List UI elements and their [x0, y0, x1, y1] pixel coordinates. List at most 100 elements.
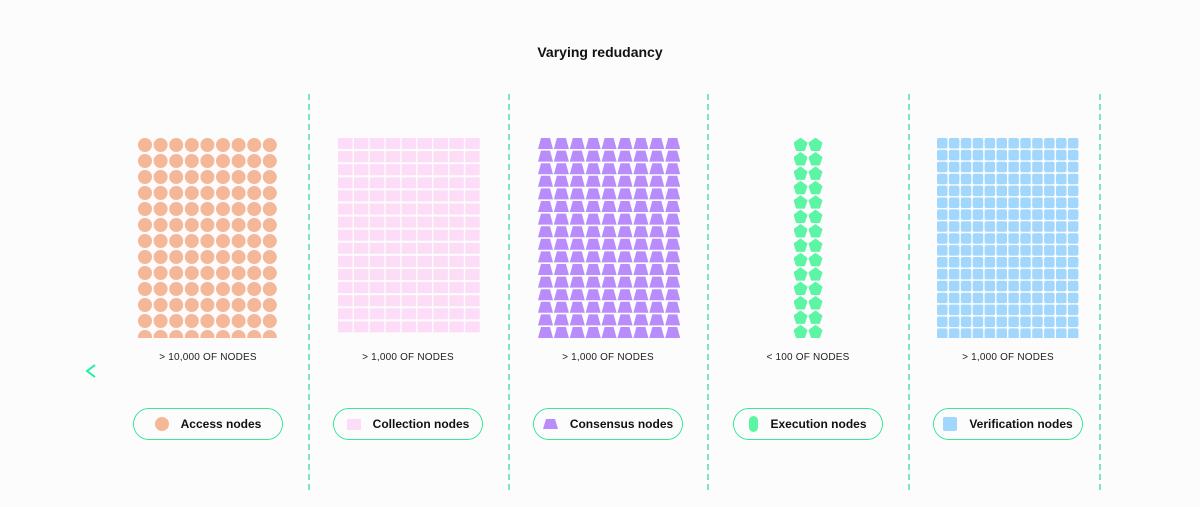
legend-verification-nodes[interactable]: Verification nodes [933, 408, 1083, 440]
node-mark [665, 175, 681, 187]
node-mark [585, 327, 601, 338]
legend-execution-nodes[interactable]: Execution nodes [733, 408, 883, 440]
node-mark [1020, 197, 1031, 208]
node-mark [1008, 316, 1019, 327]
node-mark [417, 203, 432, 215]
node-mark [1020, 233, 1031, 244]
node-mark [937, 316, 948, 327]
node-mark [465, 164, 480, 176]
node-mark [569, 301, 585, 313]
node-mark [1008, 221, 1019, 232]
node-mark [169, 298, 184, 312]
node-mark [1032, 304, 1043, 316]
node-mark [401, 190, 417, 202]
node-mark [585, 188, 601, 200]
node-mark [338, 308, 353, 320]
node-mark [231, 314, 246, 328]
node-mark [996, 233, 1007, 244]
node-mark [262, 282, 277, 296]
node-mark [449, 308, 464, 320]
node-mark [996, 316, 1007, 327]
node-mark [633, 327, 649, 338]
node-mark [972, 245, 984, 256]
node-mark [1067, 185, 1079, 197]
node-mark [1032, 233, 1043, 244]
node-mark [960, 149, 972, 161]
node-mark [385, 308, 401, 320]
node-mark [794, 296, 808, 310]
node-mark [1008, 292, 1019, 304]
node-mark [401, 321, 417, 333]
node-mark [665, 314, 681, 326]
legend-label: Verification nodes [969, 417, 1073, 431]
node-mark [417, 255, 432, 267]
node-mark [601, 276, 617, 288]
legend-collection-nodes[interactable]: Collection nodes [333, 408, 483, 440]
node-mark [247, 234, 262, 248]
node-mark [1032, 138, 1043, 149]
node-mark [353, 216, 369, 228]
node-mark [569, 201, 585, 212]
node-mark [153, 170, 168, 184]
node-mark [665, 238, 681, 250]
node-mark [401, 216, 417, 228]
node-mark [633, 150, 649, 162]
node-mark [553, 201, 569, 212]
node-mark [569, 289, 585, 301]
node-mark [1044, 209, 1055, 220]
node-mark [984, 197, 996, 208]
node-mark [960, 316, 972, 327]
node-mark [948, 257, 960, 268]
node-mark [231, 298, 246, 312]
node-mark [996, 257, 1007, 268]
node-mark [369, 216, 385, 228]
node-mark [649, 163, 665, 175]
node-mark [1032, 280, 1043, 292]
node-mark [984, 138, 996, 149]
node-mark [247, 202, 262, 216]
node-mark [231, 266, 246, 280]
node-mark [385, 216, 401, 228]
node-mark [138, 170, 152, 184]
node-mark [960, 280, 972, 292]
node-mark [169, 266, 184, 280]
verification-count-label: > 1,000 OF NODES [962, 352, 1054, 363]
node-mark [184, 250, 199, 264]
legend-access-nodes[interactable]: Access nodes [133, 408, 283, 440]
node-mark [1020, 149, 1031, 161]
node-mark [633, 163, 649, 175]
node-mark [262, 250, 277, 264]
node-mark [369, 282, 385, 294]
node-mark [996, 304, 1007, 316]
node-mark [200, 314, 215, 328]
node-mark [538, 213, 553, 225]
node-mark [617, 175, 633, 187]
node-mark [972, 304, 984, 316]
node-mark [385, 229, 401, 241]
node-mark [649, 175, 665, 187]
node-mark [465, 255, 480, 267]
node-mark [231, 154, 246, 168]
node-mark [937, 138, 948, 149]
node-mark [585, 238, 601, 250]
node-mark [960, 245, 972, 256]
node-mark [138, 266, 152, 280]
legend-consensus-nodes[interactable]: Consensus nodes [533, 408, 683, 440]
node-mark [960, 304, 972, 316]
node-mark [353, 138, 369, 149]
node-mark [401, 164, 417, 176]
node-mark [465, 151, 480, 163]
node-mark [948, 185, 960, 197]
node-mark [601, 251, 617, 263]
node-mark [601, 301, 617, 313]
node-mark [247, 186, 262, 200]
node-mark [449, 242, 464, 254]
node-mark [553, 289, 569, 301]
node-mark [585, 276, 601, 288]
node-mark [338, 255, 353, 267]
node-mark [262, 202, 277, 216]
node-mark [1032, 257, 1043, 268]
node-mark [262, 330, 277, 338]
node-mark [649, 276, 665, 288]
node-mark [1056, 173, 1067, 185]
